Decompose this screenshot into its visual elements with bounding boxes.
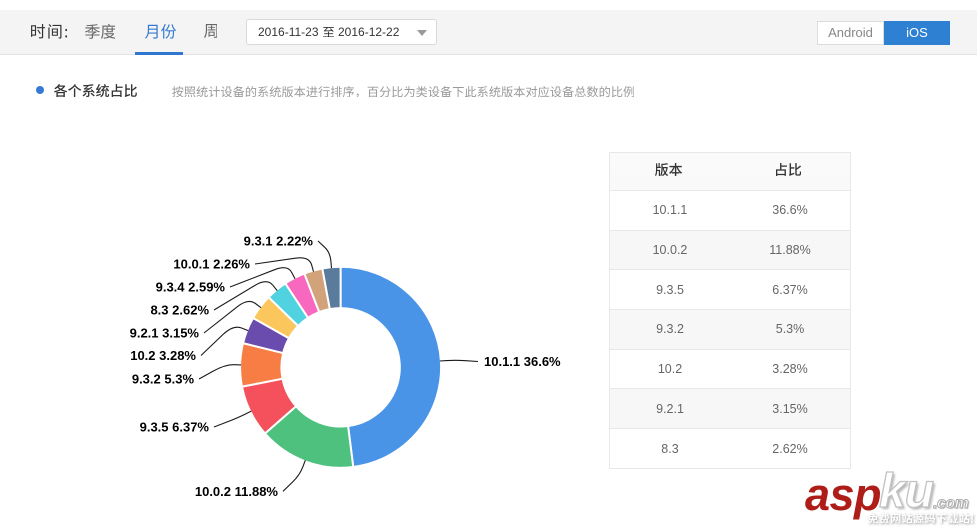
svg-text:8.3 2.62%: 8.3 2.62% — [150, 303, 209, 318]
svg-text:9.3.5 6.37%: 9.3.5 6.37% — [140, 420, 210, 435]
svg-text:10.0.1 2.26%: 10.0.1 2.26% — [173, 257, 250, 272]
svg-text:10.2 3.28%: 10.2 3.28% — [130, 348, 196, 363]
svg-text:10.1.1 36.6%: 10.1.1 36.6% — [484, 354, 561, 369]
svg-text:10.0.2 11.88%: 10.0.2 11.88% — [195, 484, 279, 499]
svg-text:9.3.4 2.59%: 9.3.4 2.59% — [156, 280, 226, 295]
svg-text:9.3.1 2.22%: 9.3.1 2.22% — [244, 234, 314, 249]
svg-text:9.2.1 3.15%: 9.2.1 3.15% — [130, 326, 200, 341]
svg-text:9.3.2 5.3%: 9.3.2 5.3% — [132, 372, 195, 387]
